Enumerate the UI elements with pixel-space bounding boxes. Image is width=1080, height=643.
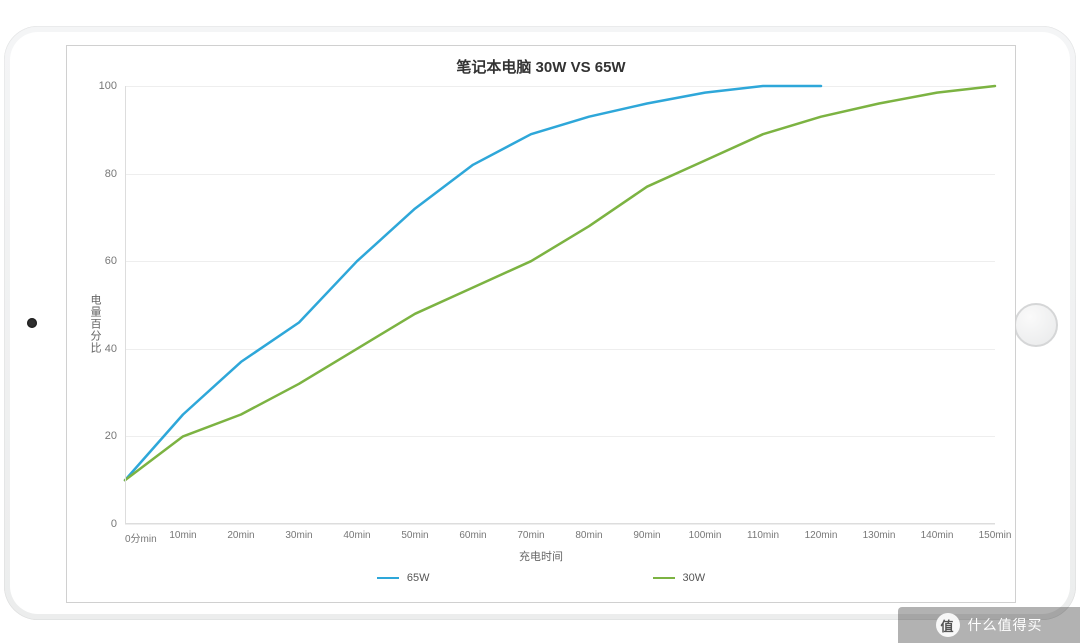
x-tick-label: 130min — [863, 524, 896, 541]
x-tick-label: 110min — [747, 524, 779, 541]
legend-swatch — [653, 577, 675, 580]
x-tick-label: 50min — [401, 524, 428, 541]
x-tick-label: 80min — [575, 524, 602, 541]
y-axis-title: 电量百分比 — [87, 294, 103, 354]
x-tick-label: 100min — [689, 524, 722, 541]
x-tick-label: 40min — [343, 524, 370, 541]
y-tick-label: 100 — [99, 80, 125, 92]
legend-label: 30W — [683, 572, 706, 584]
x-tick-label: 30min — [285, 524, 312, 541]
x-tick-label: 150min — [979, 524, 1012, 541]
series-line-30W — [125, 86, 995, 480]
x-tick-label: 60min — [459, 524, 486, 541]
chart-svg — [125, 86, 995, 524]
y-tick-label: 0 — [111, 518, 125, 530]
x-tick-label: 10min — [169, 524, 196, 541]
legend-item-65w: 65W — [377, 572, 430, 584]
y-tick-label: 80 — [105, 168, 125, 180]
watermark-badge: 值 — [936, 613, 960, 637]
plot-area: 0204060801000分min10min20min30min40min50m… — [125, 86, 995, 524]
legend-label: 65W — [407, 572, 430, 584]
front-camera — [27, 318, 37, 328]
y-axis-line — [125, 86, 126, 524]
watermark-text: 什么值得买 — [968, 615, 1043, 635]
x-tick-label: 0分min — [125, 524, 157, 545]
legend-item-30w: 30W — [653, 572, 706, 584]
home-button[interactable] — [1014, 303, 1058, 347]
legend: 65W 30W — [67, 570, 1015, 584]
y-tick-label: 60 — [105, 255, 125, 267]
x-tick-label: 140min — [921, 524, 954, 541]
watermark: 值 什么值得买 — [898, 607, 1080, 643]
x-axis-title: 充电时间 — [67, 548, 1015, 564]
tablet-frame: 笔记本电脑 30W VS 65W 电量百分比 0204060801000分min… — [4, 26, 1076, 620]
chart-title: 笔记本电脑 30W VS 65W — [67, 56, 1015, 77]
x-tick-label: 20min — [227, 524, 254, 541]
series-line-65W — [125, 86, 821, 480]
x-tick-label: 90min — [633, 524, 660, 541]
x-tick-label: 120min — [805, 524, 838, 541]
x-tick-label: 70min — [517, 524, 544, 541]
chart-card: 笔记本电脑 30W VS 65W 电量百分比 0204060801000分min… — [66, 45, 1016, 603]
y-tick-label: 20 — [105, 430, 125, 442]
y-tick-label: 40 — [105, 343, 125, 355]
legend-swatch — [377, 577, 399, 580]
